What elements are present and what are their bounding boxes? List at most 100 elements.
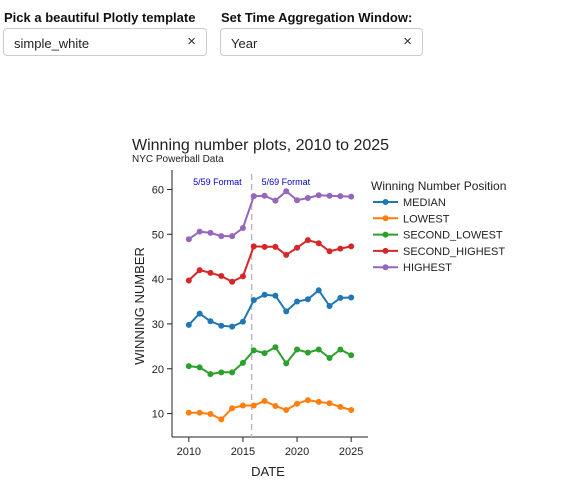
data-point (185, 236, 192, 243)
template-select[interactable]: simple_white × (3, 28, 207, 56)
data-point (348, 193, 355, 200)
data-point (337, 193, 344, 200)
data-point (239, 225, 246, 231)
legend-swatch-marker (382, 199, 389, 205)
annotation-label: 5/69 Format (262, 177, 311, 187)
data-point (207, 318, 214, 325)
annotation-label: 5/59 Format (193, 177, 242, 187)
data-point (218, 272, 225, 279)
data-point (218, 322, 225, 329)
y-tick-label: 20 (152, 364, 164, 376)
data-point (207, 229, 214, 236)
data-point (304, 397, 311, 404)
data-point (250, 402, 257, 409)
y-tick-label: 30 (152, 319, 164, 331)
legend-swatch-marker (382, 215, 389, 222)
data-point (315, 398, 322, 405)
data-point (250, 243, 257, 250)
data-point (261, 398, 268, 405)
data-point (315, 287, 322, 294)
y-tick-label: 60 (152, 184, 164, 196)
y-axis-title: WINNING NUMBER (132, 247, 147, 365)
data-point (229, 405, 236, 412)
legend-label: SECOND_LOWEST (403, 230, 503, 242)
data-point (272, 292, 279, 299)
window-label: Set Time Aggregation Window: (221, 10, 413, 25)
data-point (261, 350, 268, 357)
chart-subtitle: NYC Powerball Data (132, 154, 224, 165)
data-point (229, 369, 236, 376)
data-point (196, 409, 203, 416)
x-tick-label: 2010 (177, 446, 201, 458)
data-point (207, 371, 214, 378)
data-point (304, 237, 311, 244)
data-point (337, 245, 344, 252)
data-point (304, 194, 311, 201)
legend-swatch-marker (382, 247, 389, 254)
x-tick-label: 2015 (231, 446, 255, 458)
data-point (272, 402, 279, 409)
series-line (188, 239, 352, 283)
data-point (239, 318, 246, 325)
y-tick-label: 50 (152, 229, 164, 241)
data-point (348, 352, 355, 359)
data-point (229, 278, 236, 285)
data-point (196, 228, 203, 235)
data-point (250, 297, 257, 304)
data-point (348, 243, 355, 250)
data-point (304, 349, 311, 356)
legend-swatch-marker (382, 264, 389, 271)
legend: Winning Number Position MEDIAN LOWEST SECON… (371, 179, 506, 274)
data-point (294, 197, 301, 204)
y-tick-label: 40 (152, 274, 164, 286)
data-point (283, 308, 290, 315)
data-point (337, 403, 344, 410)
data-point (283, 188, 290, 195)
legend-label: HIGHEST (403, 262, 452, 274)
data-point (229, 323, 236, 330)
data-point (304, 296, 311, 303)
chart-title: Winning number plots, 2010 to 2025 (132, 137, 389, 154)
data-point (261, 192, 268, 199)
data-point (218, 416, 225, 423)
legend-swatch-marker (382, 231, 389, 238)
window-clear-icon[interactable]: × (403, 33, 412, 50)
data-point (185, 321, 192, 328)
window-select[interactable]: Year × (220, 28, 423, 56)
series-line (188, 288, 352, 328)
data-point (185, 363, 192, 370)
legend-label: SECOND_HIGHEST (403, 246, 505, 258)
data-point (294, 400, 301, 407)
data-point (218, 369, 225, 376)
data-point (207, 269, 214, 276)
data-point (272, 243, 279, 250)
data-point (185, 277, 192, 284)
template-clear-icon[interactable]: × (187, 33, 196, 50)
data-point (272, 197, 279, 204)
data-point (326, 192, 333, 199)
data-point (239, 402, 246, 409)
series-line (188, 399, 352, 421)
data-point (261, 243, 268, 250)
data-point (326, 303, 333, 309)
data-point (283, 360, 290, 367)
x-axis-title: DATE (251, 464, 285, 479)
data-point (294, 298, 301, 305)
data-point (315, 240, 322, 247)
data-point (326, 400, 333, 407)
x-tick-label: 2020 (285, 446, 309, 458)
data-point (337, 346, 344, 353)
data-point (315, 346, 322, 353)
data-point (326, 248, 333, 255)
template-label: Pick a beautiful Plotly template (4, 10, 196, 25)
plot-area: 10 20 30 40 50 60 2010 2015 2020 2025 DATE WINNING … (132, 170, 368, 479)
data-point (250, 193, 257, 200)
data-point (315, 192, 322, 199)
data-point (250, 347, 257, 354)
data-point (229, 233, 236, 240)
data-point (294, 346, 301, 353)
data-point (261, 291, 268, 298)
x-tick-label: 2025 (339, 446, 363, 458)
data-point (283, 251, 290, 258)
series-line (188, 189, 352, 241)
